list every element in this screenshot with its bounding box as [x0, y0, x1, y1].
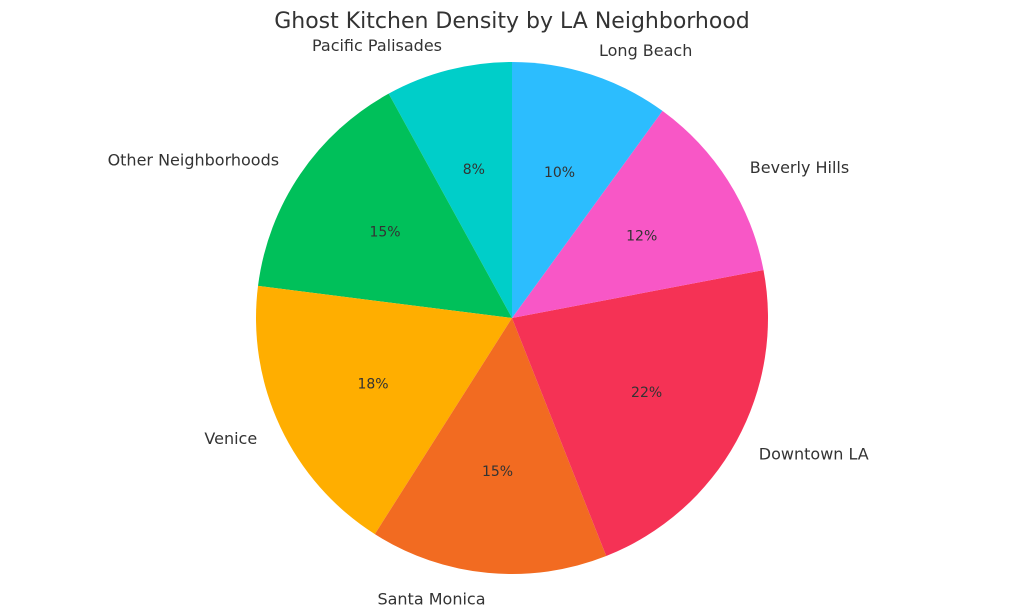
- pie-labels: 8% Pacific Palisades 15% Other Neighborhood…: [108, 36, 869, 608]
- pct-label-other-neighborhoods: 15%: [369, 225, 400, 241]
- slice-label-venice: Venice: [204, 429, 257, 448]
- pie-slice-long-beach: [512, 62, 663, 318]
- pct-label-venice: 18%: [357, 376, 388, 392]
- pct-label-long-beach: 10%: [544, 165, 575, 181]
- pie-slice-beverly-hills: [512, 110, 764, 318]
- slice-label-long-beach: Long Beach: [599, 41, 692, 60]
- pct-label-beverly-hills: 12%: [626, 229, 657, 245]
- chart-title: Ghost Kitchen Density by LA Neighborhood: [274, 9, 750, 34]
- slice-label-beverly-hills: Beverly Hills: [750, 158, 849, 177]
- pie-slices: [256, 62, 769, 574]
- pie-slice-downtown-la: [512, 270, 769, 557]
- slice-label-santa-monica: Santa Monica: [377, 589, 485, 608]
- slice-label-downtown-la: Downtown LA: [759, 445, 869, 464]
- slice-label-pacific-palisades: Pacific Palisades: [312, 36, 442, 55]
- pct-label-downtown-la: 22%: [631, 385, 662, 401]
- pie-slice-other-neighborhoods: [258, 93, 512, 318]
- pct-label-pacific-palisades: 8%: [463, 162, 485, 178]
- slice-label-other-neighborhoods: Other Neighborhoods: [108, 151, 280, 170]
- pie-slice-pacific-palisades: [388, 62, 512, 318]
- pie-slice-santa-monica: [374, 318, 607, 574]
- pct-label-santa-monica: 15%: [482, 464, 513, 480]
- pie-slice-venice: [256, 285, 512, 535]
